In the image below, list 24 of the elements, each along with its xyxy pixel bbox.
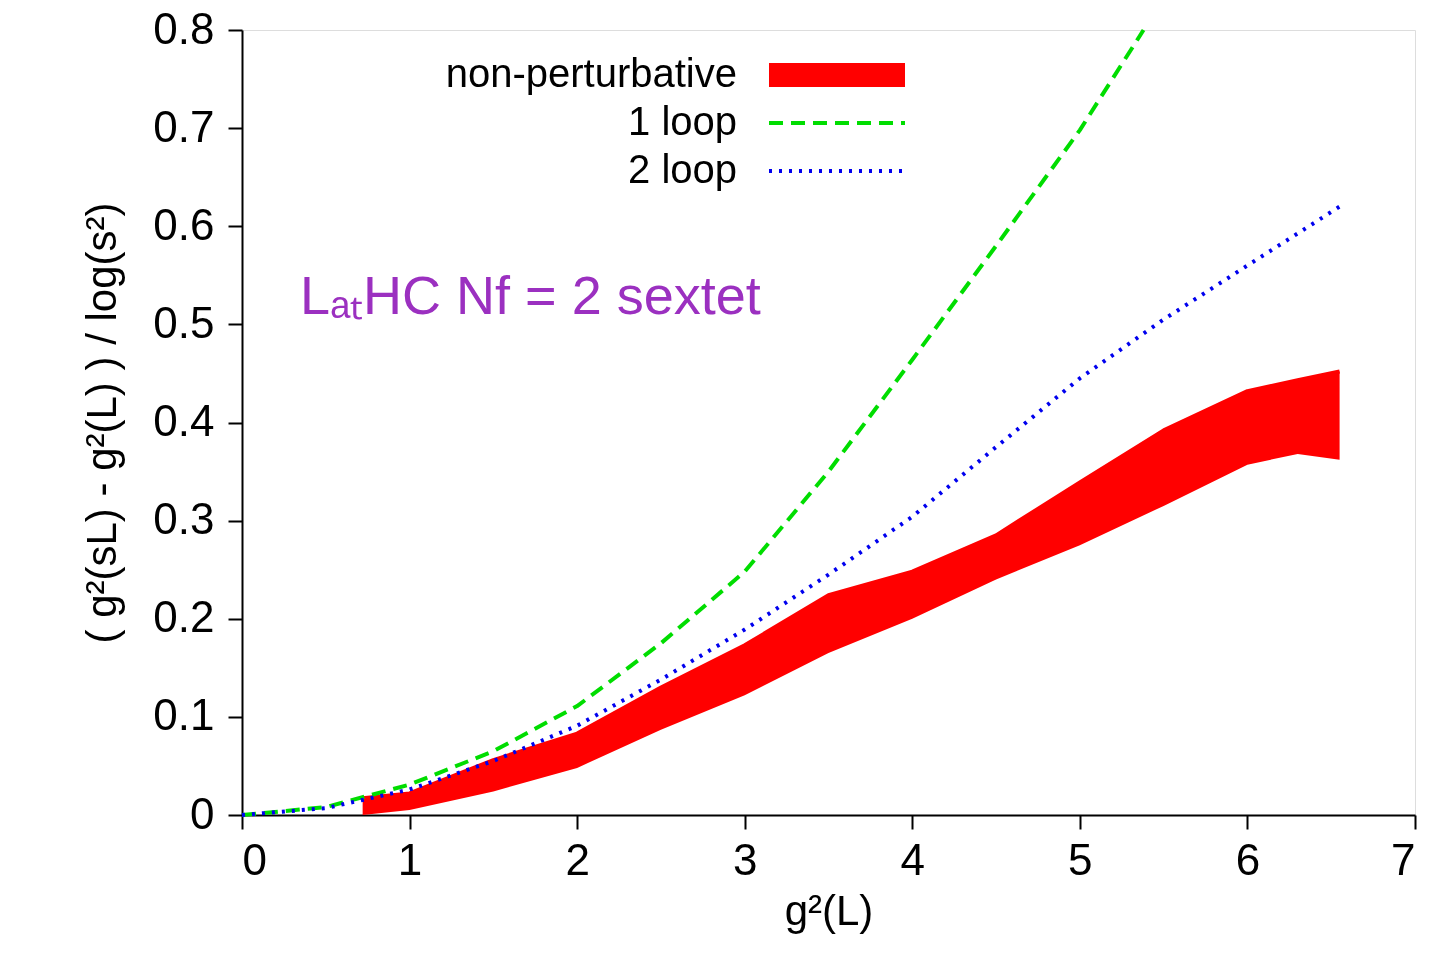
x-tick-label: 3 — [732, 834, 758, 884]
y-tick-label: 0 — [190, 788, 215, 838]
line-series — [240, 204, 1342, 817]
x-tick-label: 0 — [242, 834, 267, 884]
x-tick-label: 5 — [1068, 834, 1093, 884]
x-tick-label: 2 — [565, 834, 590, 884]
y-tick-label: 0.1 — [153, 690, 215, 740]
y-tick-label: 0.5 — [153, 297, 215, 347]
y-tick-label: 0.6 — [153, 199, 215, 249]
y-tick-label: 0.7 — [153, 101, 215, 151]
x-tick-label: 4 — [900, 834, 926, 884]
annotation: LₐₜHC Nf = 2 sextet — [300, 265, 761, 325]
y-tick-label: 0.2 — [153, 592, 215, 642]
x-axis-title: g²(L) — [784, 886, 874, 934]
y-axis-title: ( g²(sL) - g²(L) ) / log(s²) — [78, 202, 126, 644]
legend-label: 1 loop — [628, 99, 737, 143]
y-tick-label: 0.8 — [153, 3, 215, 53]
x-tick-label: 1 — [397, 834, 423, 884]
legend-label: non-perturbative — [445, 51, 737, 95]
x-tick-label: 6 — [1235, 834, 1261, 884]
legend-label: 2 loop — [628, 147, 737, 191]
y-tick-label: 0.4 — [153, 396, 215, 445]
x-tick-label: 7 — [1391, 834, 1416, 884]
y-tick-label: 0.3 — [153, 494, 215, 544]
